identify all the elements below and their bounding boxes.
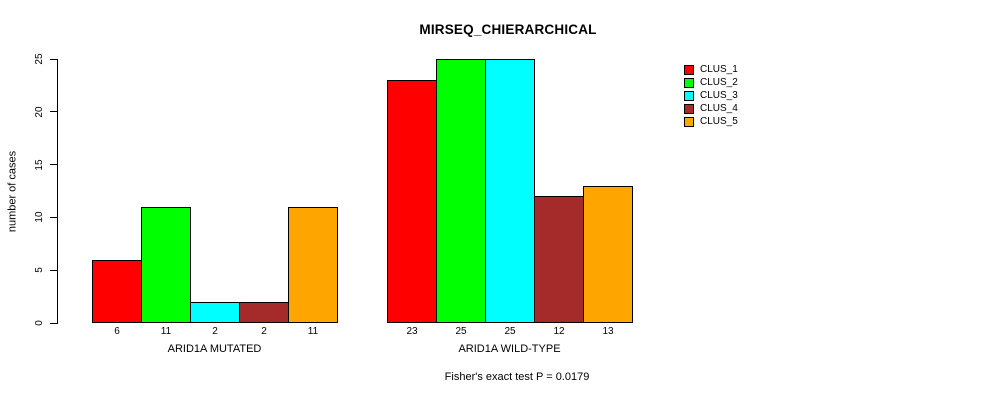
bar-clus_5-group2 bbox=[583, 186, 633, 323]
y-tick-label: 25 bbox=[34, 53, 45, 65]
legend-label: CLUS_5 bbox=[700, 116, 738, 127]
bar-value-label: 11 bbox=[160, 326, 172, 337]
bar-value-label: 25 bbox=[455, 326, 467, 337]
y-tick-label: 5 bbox=[34, 267, 45, 273]
bar-clus_1-group1 bbox=[92, 260, 142, 323]
y-tick-mark bbox=[50, 269, 57, 271]
bar-clus_2-group2 bbox=[436, 59, 486, 323]
bar-value-label: 23 bbox=[406, 326, 418, 337]
legend-label: CLUS_2 bbox=[700, 77, 738, 88]
bar-value-label: 6 bbox=[114, 326, 120, 337]
y-tick-label: 15 bbox=[34, 159, 45, 171]
bar-value-label: 12 bbox=[553, 326, 565, 337]
bar-value-label: 13 bbox=[602, 326, 614, 337]
legend-item-clus_1: CLUS_1 bbox=[684, 63, 738, 76]
bar-clus_3-group2 bbox=[485, 59, 535, 323]
legend-swatch-icon bbox=[684, 64, 694, 75]
legend-label: CLUS_1 bbox=[700, 64, 738, 75]
legend-swatch-icon bbox=[684, 116, 694, 127]
bar-value-label: 25 bbox=[504, 326, 516, 337]
bar-value-label: 2 bbox=[212, 326, 218, 337]
legend-item-clus_3: CLUS_3 bbox=[684, 89, 738, 102]
bar-clus_4-group1 bbox=[239, 302, 289, 323]
chart-title: MIRSEQ_CHIERARCHICAL bbox=[419, 22, 597, 37]
bar-clus_1-group2 bbox=[387, 80, 437, 323]
y-axis-label: number of cases bbox=[6, 150, 19, 233]
group-label-2: ARID1A WILD-TYPE bbox=[458, 343, 561, 355]
legend-item-clus_4: CLUS_4 bbox=[684, 102, 738, 115]
bar-value-label: 11 bbox=[307, 326, 319, 337]
y-tick-label: 10 bbox=[34, 211, 45, 223]
group-label-1: ARID1A MUTATED bbox=[167, 343, 262, 355]
legend-swatch-icon bbox=[684, 77, 694, 88]
y-tick-label: 0 bbox=[34, 320, 45, 326]
y-tick-mark bbox=[50, 164, 57, 166]
legend: CLUS_1 CLUS_2 CLUS_3 CLUS_4 CLUS_5 bbox=[684, 63, 738, 128]
legend-item-clus_2: CLUS_2 bbox=[684, 76, 738, 89]
bar-clus_2-group1 bbox=[141, 207, 191, 323]
legend-item-clus_5: CLUS_5 bbox=[684, 115, 738, 128]
bar-clus_5-group1 bbox=[288, 207, 338, 323]
legend-label: CLUS_4 bbox=[700, 103, 738, 114]
y-tick-mark bbox=[50, 216, 57, 218]
bar-clus_3-group1 bbox=[190, 302, 240, 323]
y-tick-mark bbox=[50, 58, 57, 60]
bar-value-label: 2 bbox=[261, 326, 267, 337]
legend-label: CLUS_3 bbox=[700, 90, 738, 101]
y-axis-line bbox=[57, 59, 58, 324]
y-tick-mark bbox=[50, 111, 57, 113]
y-tick-mark bbox=[50, 322, 57, 324]
legend-swatch-icon bbox=[684, 103, 694, 114]
annotation-text: Fisher's exact test P = 0.0179 bbox=[444, 371, 590, 383]
y-tick-label: 20 bbox=[34, 106, 45, 118]
legend-swatch-icon bbox=[684, 90, 694, 101]
bar-clus_4-group2 bbox=[534, 196, 584, 323]
